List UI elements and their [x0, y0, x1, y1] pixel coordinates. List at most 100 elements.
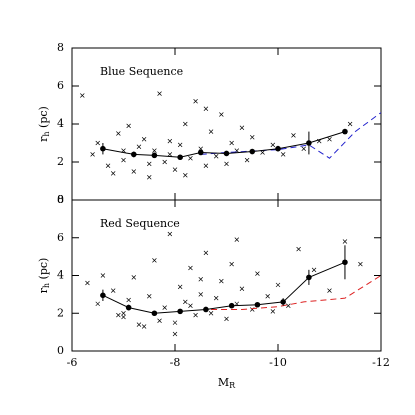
median-point	[228, 302, 235, 309]
y-tick-label: 6	[57, 231, 64, 244]
scatter-point	[188, 303, 193, 308]
median-point	[306, 140, 312, 146]
median-point	[197, 149, 204, 156]
annotation: Red Sequence	[100, 217, 180, 230]
scatter-point	[162, 159, 167, 165]
scatter-point	[291, 133, 296, 138]
scatter-point	[250, 135, 255, 140]
y-axis-label: rh (pc)	[37, 258, 51, 294]
y-tick-label: 4	[57, 117, 64, 130]
scatter-point	[121, 157, 126, 163]
median-point	[125, 304, 132, 311]
scatter-point	[183, 121, 188, 127]
scatter-point	[126, 123, 131, 129]
scatter-point	[234, 237, 240, 242]
scatter-point	[265, 294, 270, 299]
scatter-point	[85, 280, 90, 286]
scatter-point	[141, 324, 147, 329]
scatter-point	[239, 286, 245, 291]
y-tick-label: 2	[57, 306, 64, 319]
scatter-point	[327, 136, 332, 142]
x-label-sub: R	[229, 381, 236, 390]
fit-line	[211, 275, 382, 310]
scatter-point	[296, 246, 301, 252]
scatter-point	[80, 93, 85, 98]
scatter-point	[342, 239, 348, 244]
scatter-point	[327, 288, 332, 293]
scatter-point	[188, 265, 193, 271]
scatter-point	[203, 163, 209, 169]
scatter-point	[301, 146, 306, 151]
scatter-point	[167, 231, 173, 237]
scatter-point	[183, 299, 188, 305]
scatter-point	[193, 98, 198, 104]
scatter-point	[275, 282, 281, 288]
scatter-point	[90, 152, 95, 157]
y-label-unit: (pc)	[37, 106, 50, 131]
median-point	[177, 154, 183, 161]
scatter-point	[198, 292, 203, 297]
scatter-point	[347, 121, 353, 127]
annotation: Blue Sequence	[100, 65, 183, 78]
y-tick-label: 2	[57, 155, 64, 168]
scatter-point	[260, 150, 265, 155]
scatter-point	[157, 91, 162, 96]
scatter-point	[224, 316, 229, 322]
scatter-point	[219, 112, 224, 117]
y-label-main: r	[37, 136, 50, 142]
median-point	[280, 299, 286, 305]
median-point	[100, 145, 106, 152]
median-point	[131, 151, 137, 158]
scatter-point	[131, 169, 137, 174]
scatter-point	[172, 331, 178, 337]
scatter-point	[105, 163, 111, 169]
scatter-point	[167, 152, 173, 157]
median-point	[177, 308, 183, 315]
scatter-point	[141, 136, 147, 142]
scatter-point	[147, 294, 152, 299]
scatter-point	[280, 152, 286, 157]
x-tick-label: -8	[170, 356, 181, 369]
scatter-point	[270, 309, 276, 314]
scatter-point	[121, 314, 126, 320]
scatter-point	[131, 275, 137, 280]
scatter-point	[136, 144, 142, 150]
median-point	[254, 301, 261, 308]
scatter-point	[286, 303, 291, 308]
scatter-point	[244, 157, 250, 163]
scatter-point	[213, 295, 219, 301]
median-point	[306, 274, 312, 281]
scatter-point	[219, 278, 224, 284]
scatter-point	[229, 261, 234, 267]
scatter-point	[95, 140, 100, 146]
median-point	[342, 259, 348, 266]
scatter-point	[208, 311, 214, 316]
scatter-point	[116, 312, 121, 318]
scatter-point	[203, 250, 209, 256]
y-label-main: r	[37, 287, 50, 293]
scatter-point	[203, 106, 209, 112]
scatter-point	[126, 297, 131, 303]
scatter-point	[177, 142, 183, 148]
scatter-point	[136, 322, 142, 327]
y-label-sub: h	[42, 283, 51, 288]
scatter-point	[229, 140, 234, 146]
y-label-sub: h	[42, 131, 51, 136]
scatter-point	[188, 155, 193, 161]
median-point	[275, 145, 281, 152]
median-point	[151, 152, 158, 159]
scatter-point	[177, 284, 183, 290]
median-point	[342, 128, 348, 135]
median-point	[100, 292, 106, 299]
median-point	[249, 148, 256, 155]
x-axis-label: MR	[218, 376, 236, 390]
x-tick-label: -12	[372, 356, 390, 369]
x-tick-label: -10	[269, 356, 287, 369]
x-label-main: M	[218, 376, 229, 389]
y-tick-label: 4	[57, 269, 64, 282]
y-tick-label: 0	[57, 193, 64, 206]
scatter-point	[167, 138, 173, 144]
scatter-point	[152, 148, 157, 153]
scatter-point	[147, 174, 152, 180]
median-point	[223, 150, 230, 157]
